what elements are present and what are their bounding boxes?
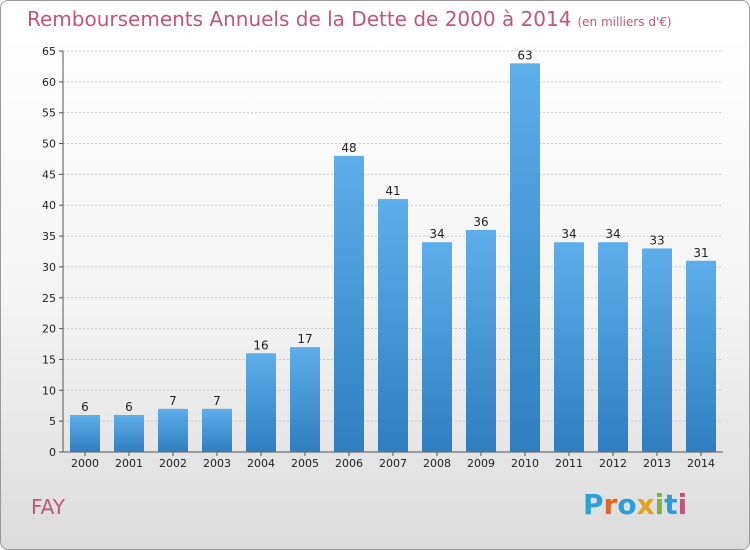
y-tick-label: 45 xyxy=(42,168,56,181)
data-label: 7 xyxy=(213,394,221,408)
bar-2005[interactable] xyxy=(290,347,320,452)
logo-letter: P xyxy=(583,488,604,521)
y-tick-label: 35 xyxy=(42,230,56,243)
x-tick-label: 2002 xyxy=(159,457,187,470)
y-tick-label: 20 xyxy=(42,323,56,336)
data-label: 6 xyxy=(125,400,133,414)
y-tick-label: 40 xyxy=(42,199,56,212)
x-tick-label: 2008 xyxy=(423,457,451,470)
logo-letter: i xyxy=(654,488,665,521)
y-tick-label: 55 xyxy=(42,107,56,120)
y-tick-label: 50 xyxy=(42,138,56,151)
data-label: 16 xyxy=(253,338,268,352)
bar-2013[interactable] xyxy=(642,248,672,452)
bar-2010[interactable] xyxy=(510,63,540,452)
bar-2000[interactable] xyxy=(70,414,100,452)
bar-2011[interactable] xyxy=(554,242,584,452)
bar-2012[interactable] xyxy=(598,242,628,452)
bar-2002[interactable] xyxy=(158,408,188,452)
bars xyxy=(70,63,716,452)
x-tick-label: 2013 xyxy=(643,457,671,470)
data-label: 33 xyxy=(649,233,664,247)
x-tick-label: 2001 xyxy=(115,457,143,470)
title-unit: (en milliers d'€) xyxy=(577,15,672,29)
data-label: 41 xyxy=(385,184,400,198)
y-tick-label: 30 xyxy=(42,261,56,274)
bar-2001[interactable] xyxy=(114,414,144,452)
x-tick-label: 2003 xyxy=(203,457,231,470)
bar-2014[interactable] xyxy=(686,260,716,452)
x-tick-label: 2005 xyxy=(291,457,319,470)
x-tick-label: 2014 xyxy=(687,457,715,470)
bar-2007[interactable] xyxy=(378,199,408,452)
y-tick-label: 60 xyxy=(42,76,56,89)
data-label: 34 xyxy=(605,227,620,241)
data-label: 63 xyxy=(517,48,532,62)
bar-2004[interactable] xyxy=(246,353,276,452)
bar-2008[interactable] xyxy=(422,242,452,452)
x-tick-label: 2011 xyxy=(555,457,583,470)
y-tick-label: 0 xyxy=(49,446,56,459)
logo-letter: t xyxy=(664,488,678,521)
data-label: 48 xyxy=(341,141,356,155)
commune-name: FAY xyxy=(31,495,66,519)
y-tick-label: 65 xyxy=(42,45,56,58)
data-label: 34 xyxy=(429,227,444,241)
bar-2009[interactable] xyxy=(466,229,496,452)
logo-letter: o xyxy=(617,488,637,521)
y-tick-label: 5 xyxy=(49,415,56,428)
logo-letter: x xyxy=(636,488,655,521)
title-text: Remboursements Annuels de la Dette de 20… xyxy=(27,7,572,31)
x-tick-label: 2012 xyxy=(599,457,627,470)
data-label: 6 xyxy=(81,400,89,414)
data-label: 7 xyxy=(169,394,177,408)
x-tick-label: 2004 xyxy=(247,457,275,470)
data-label: 36 xyxy=(473,215,488,229)
logo-letter: r xyxy=(603,488,618,521)
logo-letter: i xyxy=(677,488,688,521)
x-tick-label: 2007 xyxy=(379,457,407,470)
axes: 0 5 10 15 20 25 30 35 40 45 50 55 60 65 2000 2001 2002 20… xyxy=(42,45,723,470)
proxiti-logo[interactable]: Proxiti xyxy=(583,488,687,521)
x-tick-label: 2006 xyxy=(335,457,363,470)
bar-2006[interactable] xyxy=(334,155,364,452)
y-tick-label: 10 xyxy=(42,384,56,397)
data-label: 34 xyxy=(561,227,576,241)
data-label: 31 xyxy=(693,246,708,260)
x-tick-label: 2009 xyxy=(467,457,495,470)
bar-2003[interactable] xyxy=(202,408,232,452)
x-tick-label: 2010 xyxy=(511,457,539,470)
y-tick-label: 25 xyxy=(42,292,56,305)
y-tick-label: 15 xyxy=(42,353,56,366)
chart-title: Remboursements Annuels de la Dette de 20… xyxy=(27,7,672,31)
data-labels: 6 6 7 7 16 17 48 41 34 36 63 34 34 33 31 xyxy=(81,48,708,414)
x-tick-label: 2000 xyxy=(71,457,99,470)
data-label: 17 xyxy=(297,332,312,346)
